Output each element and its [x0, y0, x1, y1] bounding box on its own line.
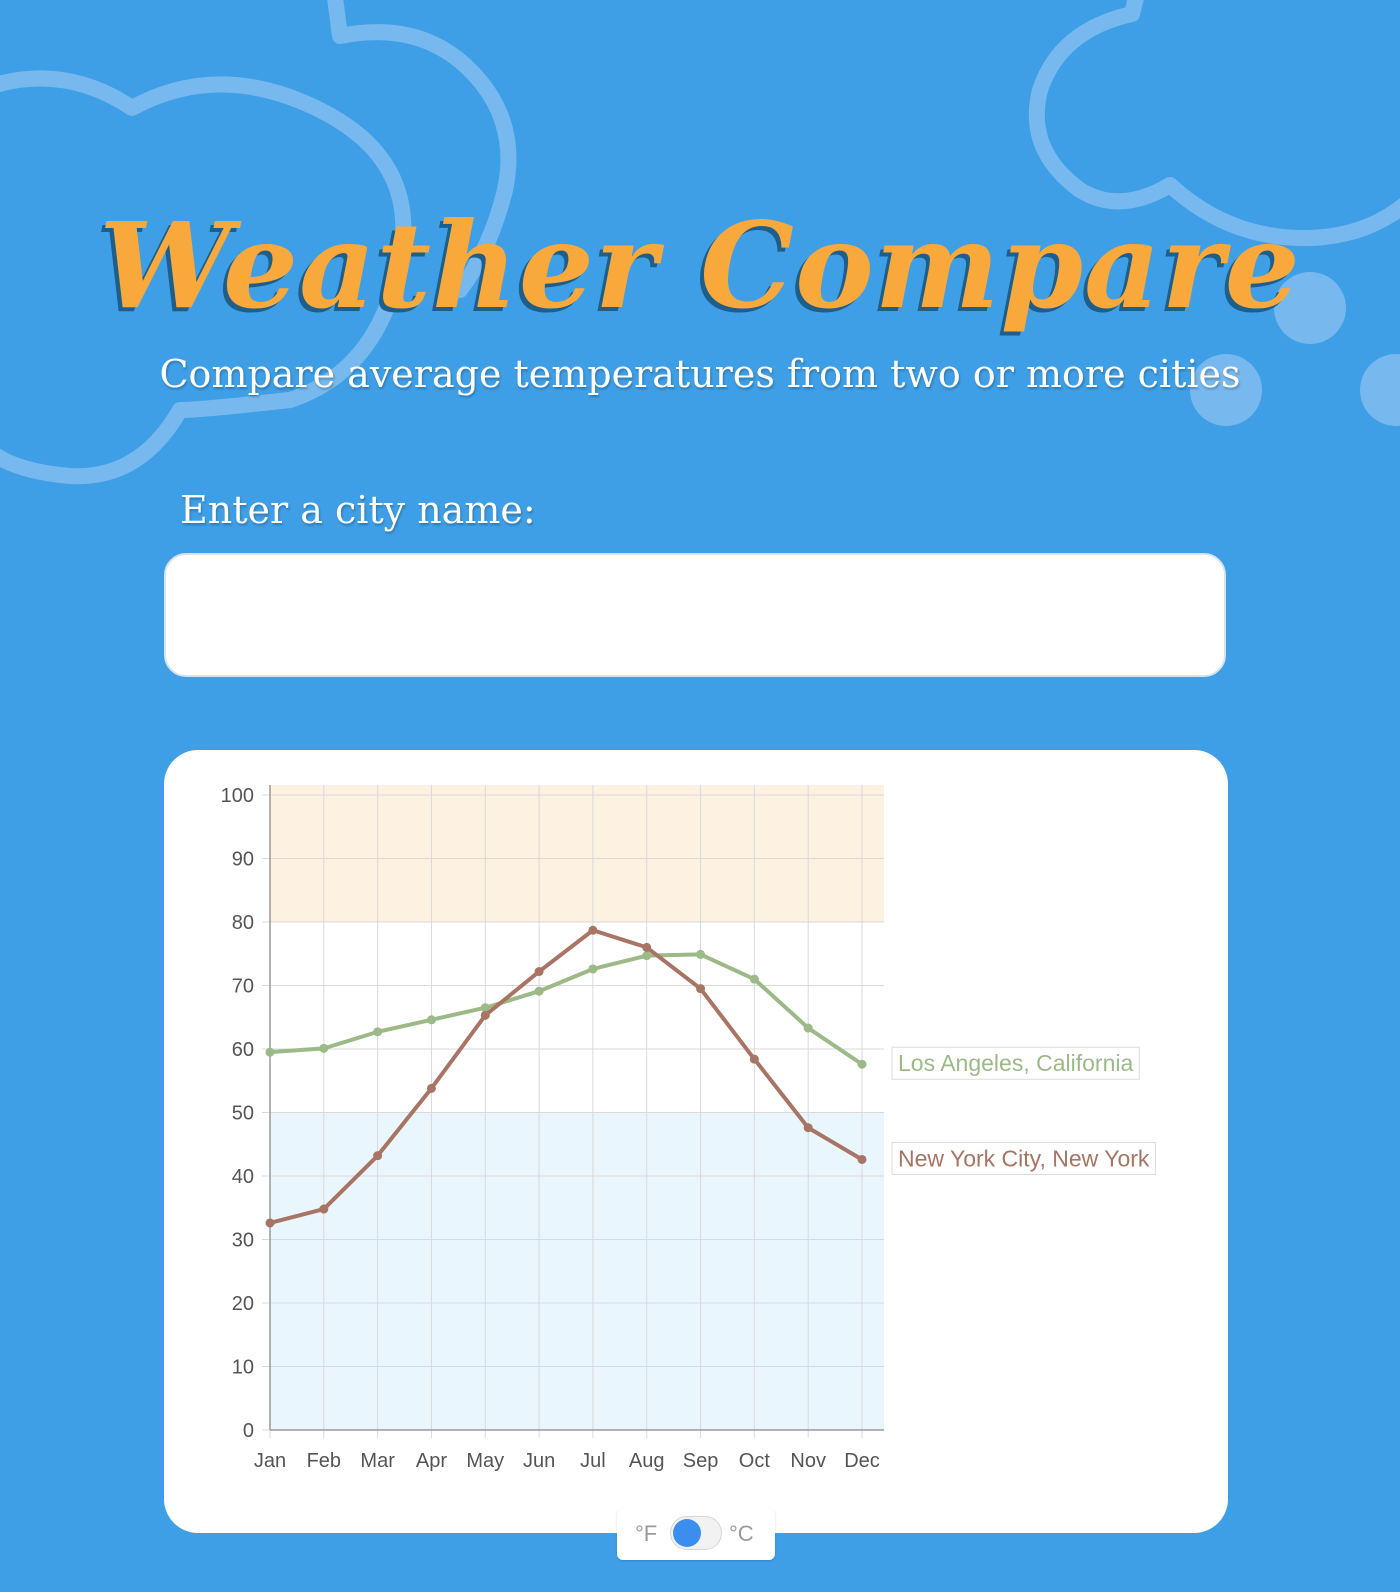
y-tick-label: 50 [232, 1103, 254, 1125]
cloud-decoration [0, 0, 1400, 485]
y-tick-label: 20 [232, 1293, 254, 1315]
data-point [803, 1023, 813, 1033]
data-point [696, 949, 706, 959]
y-tick-label: 70 [232, 976, 254, 998]
y-tick-label: 100 [221, 785, 254, 807]
page-title: Weather Compare [99, 196, 1301, 335]
page-subtitle: Compare average temperatures from two or… [159, 352, 1241, 396]
data-point [642, 942, 652, 952]
series-label: New York City, New York [898, 1145, 1150, 1171]
data-point [588, 964, 598, 974]
celsius-label: °C [729, 1521, 754, 1546]
data-point [426, 1015, 436, 1025]
x-tick-label: Mar [360, 1450, 395, 1472]
chart-card: 0 10 20 30 40 50 60 70 80 90 100 Jan Feb Mar Apr May Jun… [164, 750, 1228, 1533]
data-point [588, 925, 598, 935]
x-tick-label: Sep [683, 1450, 719, 1472]
data-point [426, 1083, 436, 1093]
data-point [319, 1204, 329, 1214]
data-point [534, 986, 544, 996]
y-tick-label: 10 [232, 1357, 254, 1379]
x-tick-label: Apr [416, 1450, 447, 1472]
y-tick-label: 60 [232, 1039, 254, 1061]
x-tick-label: Nov [790, 1450, 826, 1472]
data-point [319, 1043, 329, 1053]
temperature-line-chart: 0 10 20 30 40 50 60 70 80 90 100 Jan Feb Mar Apr May Jun… [221, 785, 1156, 1472]
x-tick-label: Jul [580, 1450, 606, 1472]
x-tick-label: Jun [523, 1450, 555, 1472]
data-point [534, 967, 544, 977]
data-point [373, 1027, 383, 1037]
series-label: Los Angeles, California [898, 1050, 1133, 1076]
x-tick-label: May [466, 1450, 504, 1472]
data-point [265, 1047, 275, 1057]
data-point [749, 974, 759, 984]
y-tick-label: 90 [232, 849, 254, 871]
x-tick-label: Oct [739, 1450, 771, 1472]
data-point [696, 984, 706, 994]
data-point [857, 1154, 867, 1164]
data-point [642, 951, 652, 961]
series-line [269, 928, 864, 1225]
y-tick-label: 30 [232, 1230, 254, 1252]
data-point [480, 1003, 490, 1013]
data-point [265, 1218, 275, 1228]
y-tick-label: 40 [232, 1166, 254, 1188]
hot-band [270, 785, 884, 922]
data-point [480, 1010, 490, 1020]
unit-toggle-switch[interactable] [670, 1516, 722, 1550]
x-tick-label: Jan [254, 1450, 286, 1472]
series-line [269, 952, 864, 1066]
x-tick-label: Aug [629, 1450, 665, 1472]
y-tick-label: 80 [232, 912, 254, 934]
city-input-label: Enter a city name: [180, 488, 536, 532]
series-label-box [891, 1141, 1156, 1175]
series-label-box [891, 1046, 1140, 1080]
data-point [749, 1054, 759, 1064]
city-search-input[interactable] [164, 553, 1226, 677]
cold-band [270, 1112, 884, 1430]
fahrenheit-label: °F [635, 1521, 658, 1546]
y-tick-label: 0 [243, 1420, 254, 1442]
x-tick-label: Feb [307, 1450, 341, 1472]
toggle-knob [673, 1519, 701, 1547]
x-tick-label: Dec [844, 1450, 880, 1472]
data-point [857, 1059, 867, 1069]
data-point [373, 1151, 383, 1161]
unit-toggle: °F °C [617, 1508, 775, 1560]
data-point [803, 1123, 813, 1133]
